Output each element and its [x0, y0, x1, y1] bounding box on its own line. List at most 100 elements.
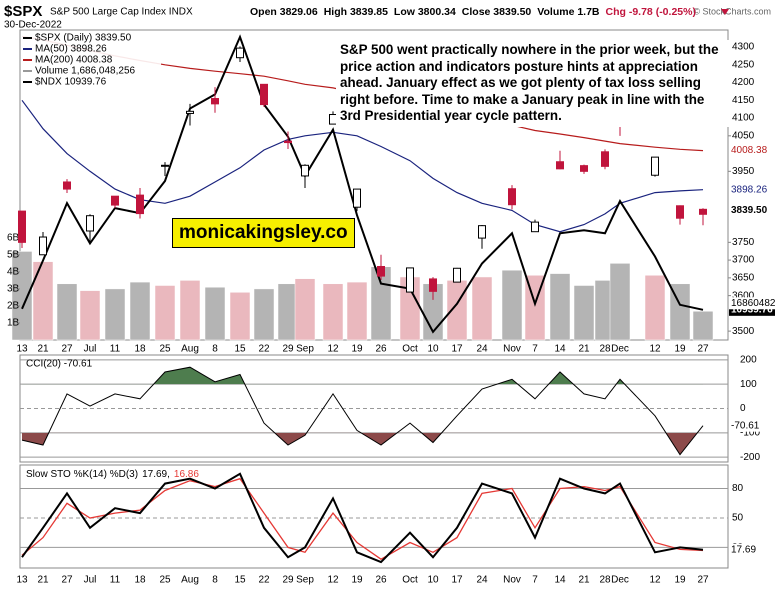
candle-body [111, 195, 119, 206]
legend-label: MA(50) 3898.26 [35, 44, 107, 55]
x-tick-label: Dec [611, 575, 629, 586]
volume-bar [471, 276, 493, 341]
x-tick-label: 21 [578, 575, 590, 586]
volume-tick-label: 4B [7, 267, 20, 278]
volume-bar [32, 261, 54, 341]
price-tag-bg [729, 183, 775, 196]
x-tick-label: Jul [84, 575, 97, 586]
candle-body [63, 181, 71, 190]
quote-item: Close 3839.50 [462, 6, 532, 18]
quote-item: High 3839.85 [324, 6, 388, 18]
x-tick-label: Nov [503, 575, 521, 586]
y-tick-label: -100 [740, 427, 760, 438]
x-tick-label: 27 [61, 575, 73, 586]
series-line [21, 34, 704, 334]
y-tick-label: 4250 [732, 59, 755, 70]
x-tick-label: Oct [402, 344, 418, 355]
legend-label: $NDX 10939.76 [35, 77, 107, 88]
date: 30-Dec-2022 [4, 20, 62, 31]
series-line [21, 99, 704, 233]
candle-body [161, 164, 169, 167]
x-tick-label: Oct [402, 575, 418, 586]
price-tag-bg [729, 144, 775, 157]
x-tick-label: 26 [375, 575, 387, 586]
y-tick-label: 3500 [732, 326, 755, 337]
legend-bg [21, 31, 161, 87]
candle-body [301, 164, 309, 177]
y-tick-label: 3650 [732, 272, 755, 283]
x-tick-label: 19 [351, 344, 363, 355]
x-tick-label: 22 [258, 344, 270, 355]
candle-body [18, 210, 26, 243]
candle-body [556, 161, 564, 170]
x-tick-label: Sep [296, 575, 314, 586]
x-tick-label: 26 [375, 344, 387, 355]
price-tag: 17.69 [731, 544, 756, 555]
x-tick-label: 27 [697, 575, 709, 586]
volume-bar [104, 288, 126, 341]
volume-bar [11, 251, 33, 341]
x-tick-label: 21 [37, 344, 49, 355]
y-tick-label: 3950 [732, 166, 755, 177]
x-tick-label: 11 [110, 344, 121, 355]
price-tag: 4008.38 [731, 145, 768, 156]
x-tick-label: 14 [554, 344, 566, 355]
price-tag: -70.61 [731, 420, 760, 431]
x-tick-label: Aug [181, 575, 199, 586]
x-tick-label: 28 [599, 344, 611, 355]
legend-label: Volume 1,686,048,256 [35, 66, 136, 77]
volume-bar [692, 311, 714, 341]
x-tick-label: 28 [599, 575, 611, 586]
y-tick-label: 4100 [732, 113, 755, 124]
panel-title-text: Slow STO %K(14) %D(3) [26, 469, 138, 480]
x-tick-label: 17 [451, 575, 463, 586]
y-tick-label: 100 [740, 379, 757, 390]
volume-tick-label: 1B [7, 318, 20, 329]
candle-body [406, 267, 414, 293]
candle-body [429, 278, 437, 292]
x-tick-label: Dec [611, 344, 629, 355]
price-tag: 3839.50 [731, 205, 768, 216]
y-tick-label: 3750 [732, 237, 755, 248]
y-tick-label: 3600 [732, 290, 755, 301]
x-tick-label: 19 [674, 344, 686, 355]
quote-item: Chg -9.78 (-0.25%) [606, 6, 696, 18]
index-name: S&P 500 Large Cap Index INDX [50, 7, 193, 18]
x-tick-label: 15 [234, 575, 246, 586]
candle-body [508, 188, 516, 206]
x-tick-label: Jul [84, 344, 97, 355]
candle-body [86, 215, 94, 232]
candle-body [478, 225, 486, 239]
x-tick-label: 8 [212, 344, 218, 355]
x-tick-label: 12 [327, 575, 339, 586]
volume-bar [294, 278, 316, 341]
volume-bar [79, 290, 101, 341]
price-tag-bg [729, 543, 775, 556]
x-tick-label: 29 [282, 344, 294, 355]
y-tick-label: 4050 [732, 130, 755, 141]
price-tag-bg [729, 419, 775, 432]
x-tick-label: 19 [674, 575, 686, 586]
x-tick-label: 10 [427, 575, 439, 586]
y-tick-label: 4300 [732, 42, 755, 53]
y-tick-label: 3700 [732, 255, 755, 266]
quote-item: Volume 1.7B [537, 6, 600, 18]
candle-body [136, 194, 144, 215]
candle-body [699, 208, 707, 215]
candle-body [260, 83, 268, 106]
volume-bar [154, 285, 176, 341]
volume-bar [669, 283, 691, 341]
volume-tick-label: 3B [7, 284, 20, 295]
sto-line [21, 472, 704, 564]
volume-bar [129, 281, 151, 341]
volume-bar [501, 269, 523, 341]
panel-title: Slow STO %K(14) %D(3) 17.69, 16.86 [26, 469, 199, 480]
x-tick-label: 27 [61, 344, 73, 355]
candle-body [580, 165, 588, 172]
legend-label: MA(200) 4008.38 [35, 55, 113, 66]
cci-fill-high [153, 367, 625, 385]
candle-body [211, 98, 219, 105]
x-tick-label: Sep [296, 344, 314, 355]
x-tick-label: 22 [258, 575, 270, 586]
